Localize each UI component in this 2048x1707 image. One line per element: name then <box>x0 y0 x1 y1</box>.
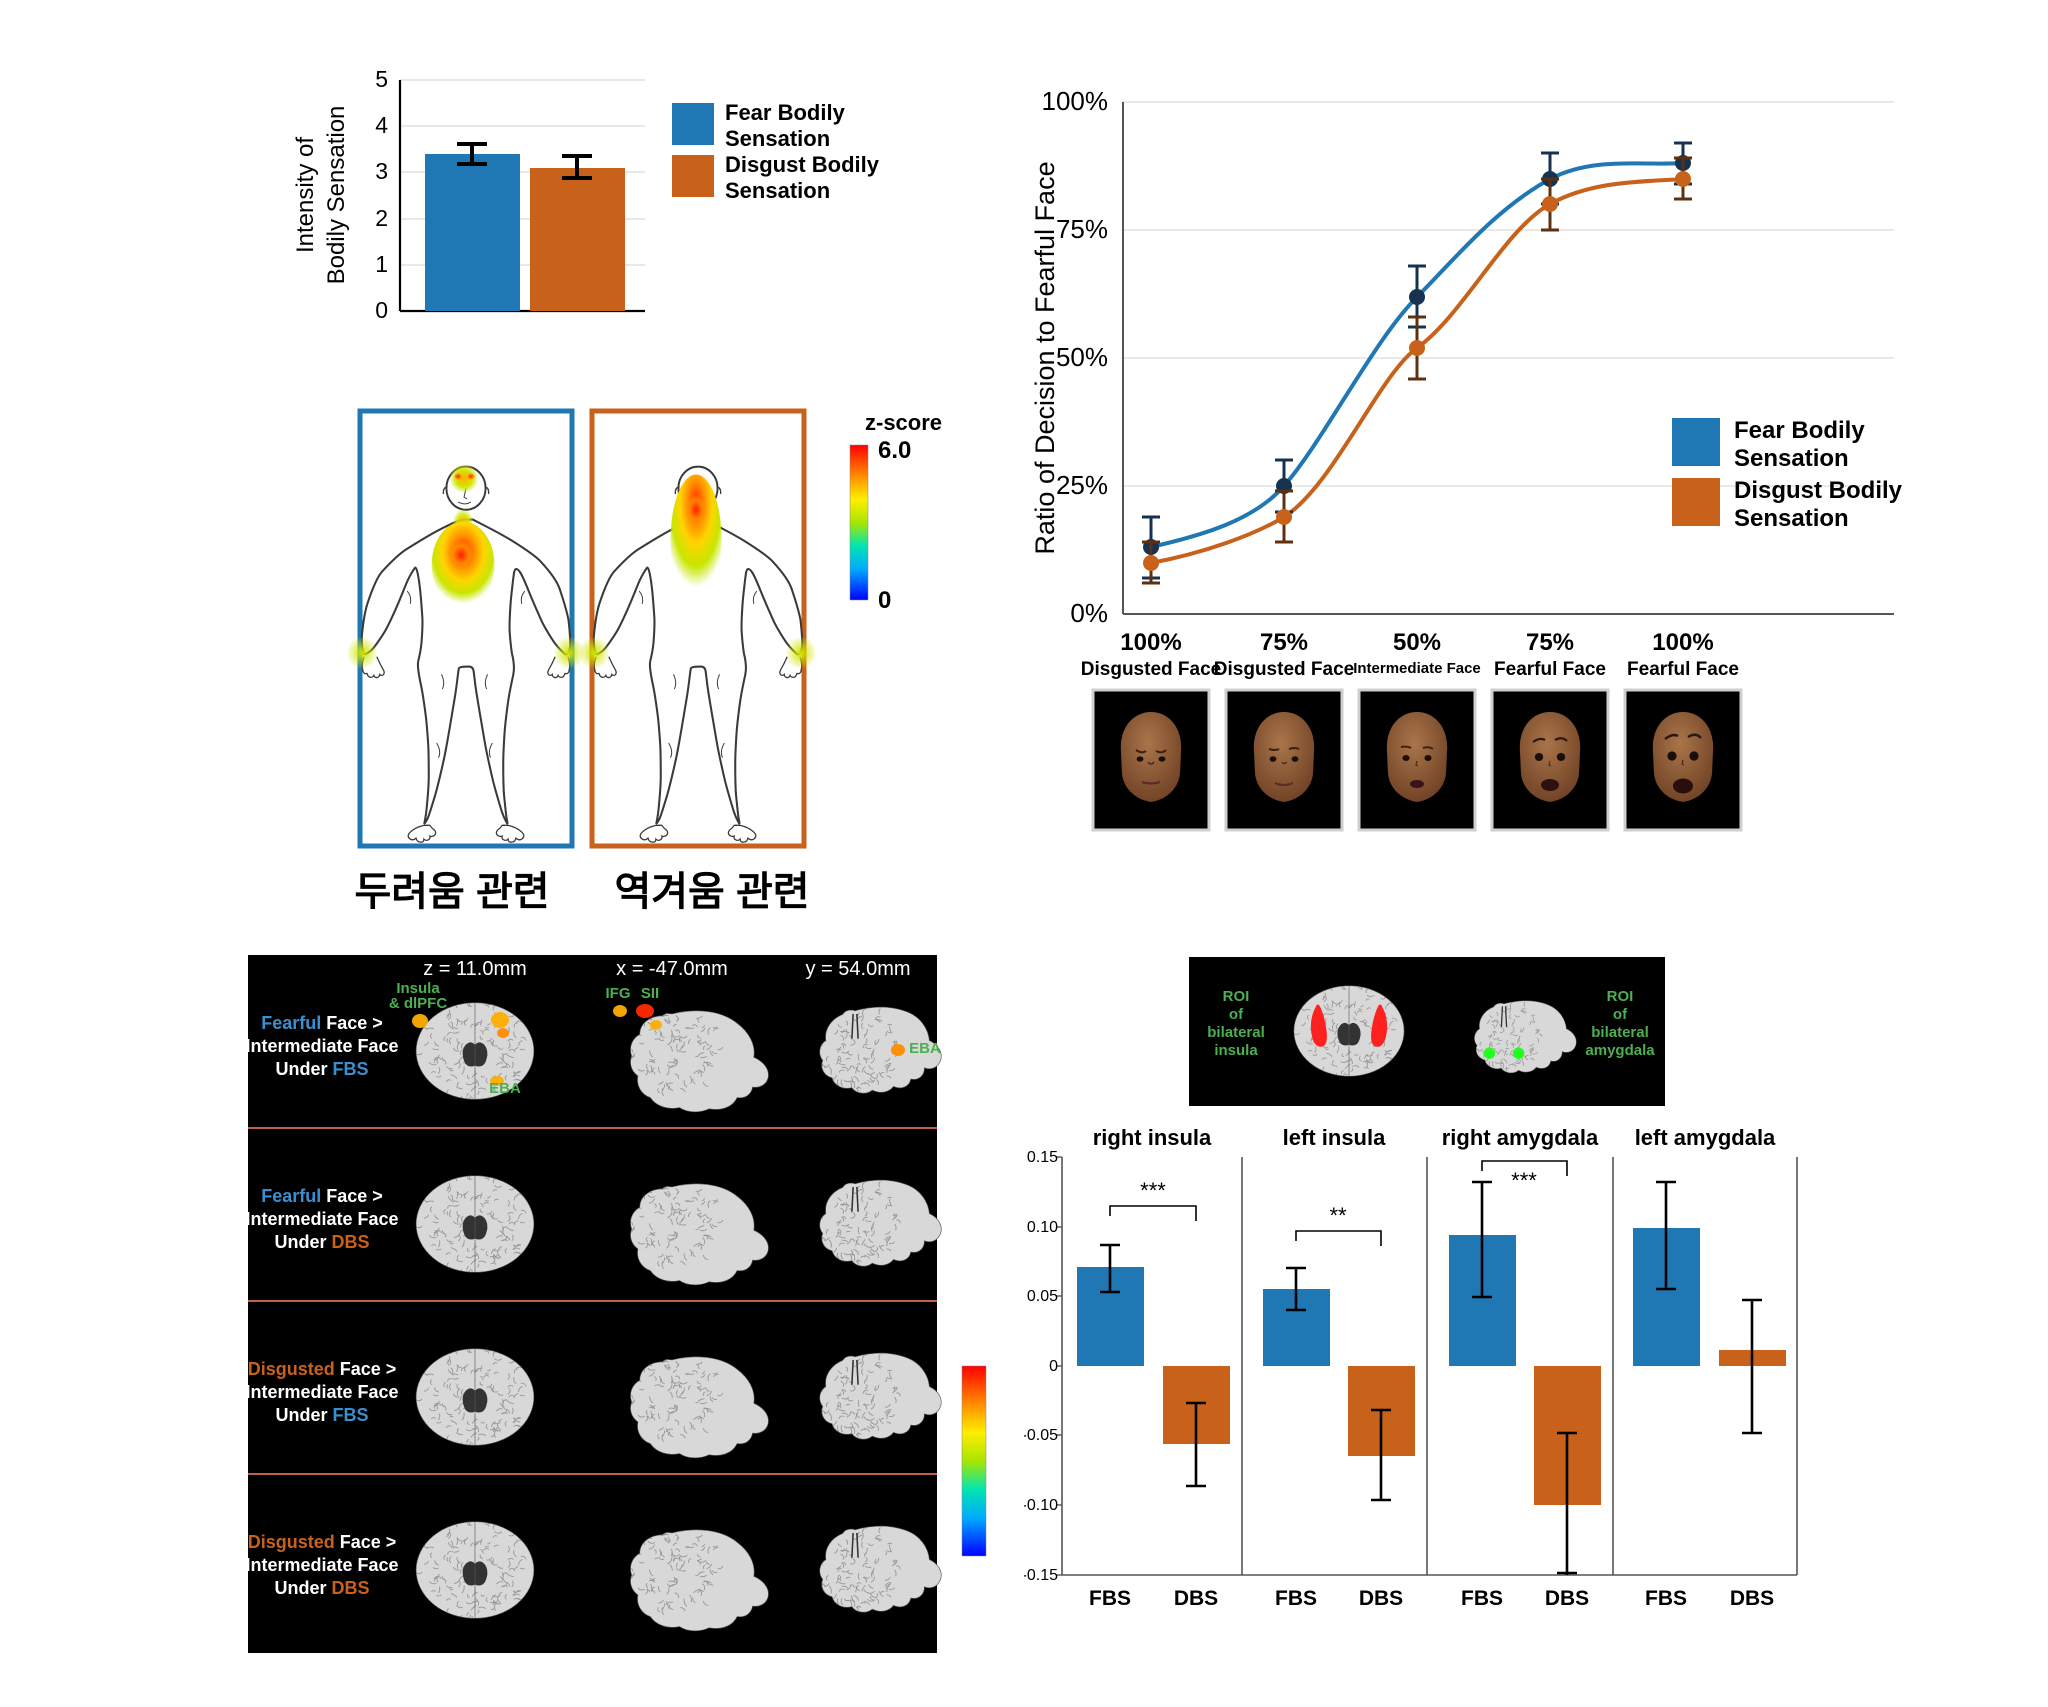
svg-text:DBS: DBS <box>1174 1587 1218 1610</box>
svg-text:EBA: EBA <box>909 1040 941 1057</box>
svg-text:Intermediate Face: Intermediate Face <box>245 1382 398 1402</box>
svg-text:두려움 관련: 두려움 관련 <box>354 870 549 914</box>
svg-text:-0.15: -0.15 <box>1024 1567 1058 1584</box>
svg-text:z-score: z-score <box>865 410 942 435</box>
svg-text:FBS: FBS <box>1089 1587 1131 1610</box>
svg-text:ROI: ROI <box>1223 988 1250 1005</box>
svg-text:DBS: DBS <box>1359 1587 1403 1610</box>
svg-text:5: 5 <box>375 66 388 92</box>
svg-text:0.05: 0.05 <box>1027 1288 1058 1305</box>
svg-text:x = -47.0mm: x = -47.0mm <box>616 958 728 980</box>
svg-text:right amygdala: right amygdala <box>1442 1125 1599 1150</box>
svg-text:DBS: DBS <box>1545 1587 1589 1610</box>
svg-text:0.10: 0.10 <box>1027 1219 1058 1236</box>
svg-text:Disgusted Face >: Disgusted Face > <box>248 1359 397 1379</box>
svg-text:left amygdala: left amygdala <box>1635 1125 1776 1150</box>
svg-text:Disgusted Face >: Disgusted Face > <box>248 1532 397 1552</box>
svg-text:of: of <box>1229 1006 1244 1023</box>
svg-text:of: of <box>1613 1006 1628 1023</box>
svg-text:0: 0 <box>1049 1358 1058 1375</box>
svg-text:**: ** <box>1329 1203 1347 1228</box>
svg-text:bilateral: bilateral <box>1207 1024 1265 1041</box>
svg-text:z = 11.0mm: z = 11.0mm <box>423 958 527 980</box>
svg-text:Bodily Sensation: Bodily Sensation <box>323 106 350 285</box>
svg-text:-0.10: -0.10 <box>1024 1497 1058 1514</box>
svg-text:Under FBS: Under FBS <box>275 1059 368 1079</box>
svg-text:Intermediate Face: Intermediate Face <box>245 1555 398 1575</box>
svg-text:Disgust Bodily: Disgust Bodily <box>725 152 880 177</box>
svg-text:4: 4 <box>375 112 388 138</box>
svg-text:Intensity of: Intensity of <box>292 137 319 253</box>
svg-text:-5: -5 <box>995 1543 1013 1565</box>
svg-text:z-score: z-score <box>938 1335 1012 1358</box>
svg-text:FBS: FBS <box>1645 1587 1687 1610</box>
svg-text:SII: SII <box>641 985 659 1002</box>
svg-text:DBS: DBS <box>1730 1587 1774 1610</box>
svg-text:EBA: EBA <box>489 1080 521 1097</box>
svg-text:Fear Bodily: Fear Bodily <box>725 100 846 125</box>
svg-text:***: *** <box>1140 1178 1166 1203</box>
svg-text:6.0: 6.0 <box>878 437 911 464</box>
svg-text:0: 0 <box>995 1449 1006 1471</box>
svg-text:0: 0 <box>375 297 388 323</box>
svg-text:1: 1 <box>375 251 388 277</box>
svg-text:& dlPFC: & dlPFC <box>389 995 447 1012</box>
svg-text:0: 0 <box>878 587 891 614</box>
svg-text:2: 2 <box>375 205 388 231</box>
svg-text:Fearful Face >: Fearful Face > <box>261 1013 383 1033</box>
svg-text:5: 5 <box>995 1363 1006 1385</box>
svg-text:Intermediate Face: Intermediate Face <box>245 1036 398 1056</box>
svg-text:insula: insula <box>1214 1042 1258 1059</box>
svg-text:y = 54.0mm: y = 54.0mm <box>805 958 910 980</box>
svg-text:ROI: ROI <box>1607 988 1634 1005</box>
svg-text:Intermediate Face: Intermediate Face <box>245 1209 398 1229</box>
svg-text:right insula: right insula <box>1093 1125 1212 1150</box>
svg-text:FBS: FBS <box>1275 1587 1317 1610</box>
svg-text:0.15: 0.15 <box>1027 1149 1058 1166</box>
svg-text:FBS: FBS <box>1461 1587 1503 1610</box>
svg-text:역겨움 관련: 역겨움 관련 <box>614 870 809 914</box>
svg-text:3: 3 <box>375 158 388 184</box>
svg-text:bilateral: bilateral <box>1591 1024 1649 1041</box>
svg-text:Under DBS: Under DBS <box>274 1232 369 1252</box>
svg-text:IFG: IFG <box>606 985 631 1002</box>
svg-text:Sensation: Sensation <box>725 126 830 151</box>
svg-text:-0.05: -0.05 <box>1024 1427 1058 1444</box>
svg-text:***: *** <box>1511 1168 1537 1193</box>
svg-text:Under DBS: Under DBS <box>274 1578 369 1598</box>
svg-text:Under FBS: Under FBS <box>275 1405 368 1425</box>
svg-text:amygdala: amygdala <box>1585 1042 1655 1059</box>
svg-text:Fearful Face >: Fearful Face > <box>261 1186 383 1206</box>
svg-text:left insula: left insula <box>1283 1125 1386 1150</box>
svg-text:Sensation: Sensation <box>725 178 830 203</box>
